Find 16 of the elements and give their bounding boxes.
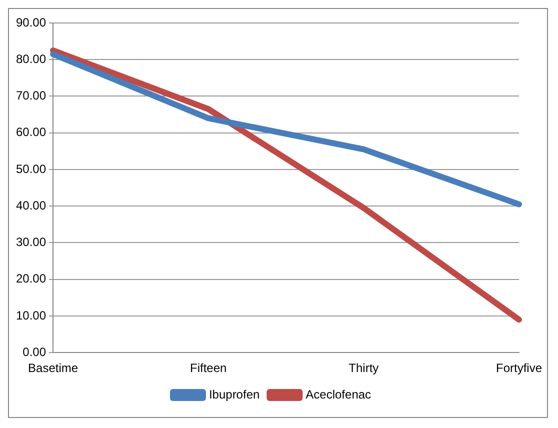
- y-tick-label: 40.00: [16, 198, 46, 212]
- y-tick-label: 0.00: [22, 344, 46, 359]
- x-tick-label: Basetime: [28, 361, 78, 376]
- legend-label: Ibuprofen: [208, 387, 260, 402]
- x-tick-label: Fifteen: [190, 361, 227, 376]
- x-tick-label: Fortyfive: [496, 361, 542, 376]
- y-tick-label: 20.00: [16, 272, 46, 286]
- x-tick-label: Thirty: [348, 361, 379, 376]
- y-tick-label: 60.00: [16, 125, 46, 140]
- y-tick-label: 70.00: [16, 88, 46, 103]
- y-tick-label: 30.00: [16, 235, 46, 250]
- y-tick-label: 90.00: [16, 15, 46, 30]
- y-tick-label: 50.00: [16, 162, 46, 176]
- legend-label: Aceclofenac: [306, 387, 372, 402]
- y-tick-label: 80.00: [16, 52, 46, 66]
- y-tick-label: 10.00: [16, 308, 46, 322]
